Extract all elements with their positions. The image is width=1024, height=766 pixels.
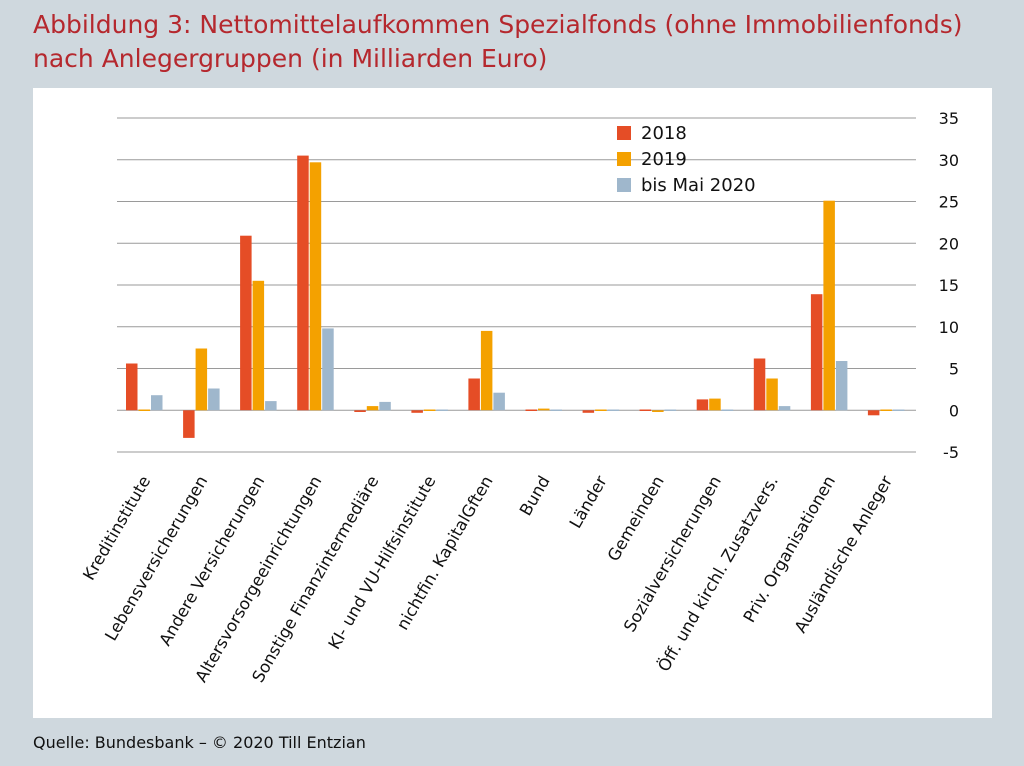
bar-2018 [753, 358, 766, 411]
y-tick-label: 0 [949, 401, 959, 420]
bar-2018 [297, 155, 309, 411]
bar-bis-mai-2020 [550, 409, 562, 411]
bar-2019 [595, 409, 607, 411]
bar-2018 [639, 409, 652, 411]
y-tick-label: 10 [939, 318, 959, 337]
legend-label: bis Mai 2020 [641, 175, 756, 196]
bar-2019 [766, 378, 778, 411]
category-label: KI- und VU-Hilfsinstitute [325, 472, 440, 652]
legend-label: 2018 [641, 123, 687, 144]
y-tick-label: 30 [939, 151, 959, 170]
bar-bis-mai-2020 [892, 409, 905, 411]
bar-bis-mai-2020 [151, 395, 163, 411]
legend-swatch [617, 178, 631, 192]
bar-bis-mai-2020 [322, 328, 334, 411]
bar-2019 [138, 409, 150, 411]
bar-2018 [525, 409, 537, 411]
y-tick-label: 20 [939, 234, 959, 253]
bar-2018 [240, 235, 252, 411]
bar-2019 [880, 409, 892, 411]
category-label: Lebensversicherungen [101, 472, 211, 644]
chart-panel: 35 30 25 20 15 10 5 0 -5 Kreditinstitute Lebensver… [33, 88, 992, 718]
bar-2019 [366, 406, 379, 411]
bar-2019 [423, 409, 436, 411]
y-tick-label: 15 [939, 276, 959, 295]
bar-2019 [652, 410, 664, 412]
bar-bis-mai-2020 [265, 401, 277, 411]
category-label: Andere Versicherungen [156, 473, 269, 649]
bar-2018 [354, 410, 366, 412]
category-label: Gemeinden [604, 473, 668, 565]
bar-chart: 35302520151050-5KreditinstituteLebensver… [79, 109, 959, 686]
legend-swatch [617, 126, 631, 140]
category-label: Länder [566, 472, 611, 531]
chart-title-line-1: Abbildung 3: Nettomittelaufkommen Spezia… [33, 10, 963, 39]
bar-2019 [709, 398, 721, 411]
bar-2018 [867, 410, 880, 416]
bar-2019 [252, 280, 265, 411]
category-label: Ausländische Anleger [791, 472, 897, 636]
bar-2019 [480, 330, 493, 411]
bar-2019 [309, 162, 322, 411]
bar-2018 [411, 410, 423, 413]
source-note: Quelle: Bundesbank – © 2020 Till Entzian [33, 733, 366, 752]
bar-2019 [538, 408, 550, 411]
legend-label: 2019 [641, 149, 687, 170]
bar-bis-mai-2020 [607, 409, 620, 411]
y-tick-label: 25 [939, 193, 959, 212]
legend-swatch [617, 152, 631, 166]
bar-bis-mai-2020 [664, 409, 677, 411]
chart-title: Abbildung 3: Nettomittelaufkommen Spezia… [33, 8, 1008, 76]
bar-bis-mai-2020 [208, 388, 220, 411]
category-label: Bund [516, 473, 554, 519]
category-label: Öff. und kirchl. Zusatzvers. [654, 472, 782, 674]
bar-bis-mai-2020 [721, 409, 734, 411]
bar-2018 [183, 410, 195, 438]
bar-bis-mai-2020 [493, 392, 505, 411]
bar-2019 [195, 348, 208, 411]
y-tick-label: 5 [949, 360, 959, 379]
bar-bis-mai-2020 [379, 401, 391, 411]
bar-2018 [126, 363, 138, 411]
y-tick-label: 35 [939, 109, 959, 128]
bar-bis-mai-2020 [778, 406, 791, 411]
bar-2018 [810, 294, 823, 411]
bar-2018 [468, 378, 480, 411]
y-tick-label: -5 [943, 443, 959, 462]
bar-2019 [823, 200, 835, 411]
category-label: Sozialversicherungen [620, 473, 725, 636]
chart-title-line-2: nach Anlegergruppen (in Milliarden Euro) [33, 44, 548, 73]
bar-2018 [582, 410, 595, 413]
bar-2018 [696, 399, 709, 411]
bar-bis-mai-2020 [436, 409, 448, 411]
bar-bis-mai-2020 [835, 361, 848, 411]
